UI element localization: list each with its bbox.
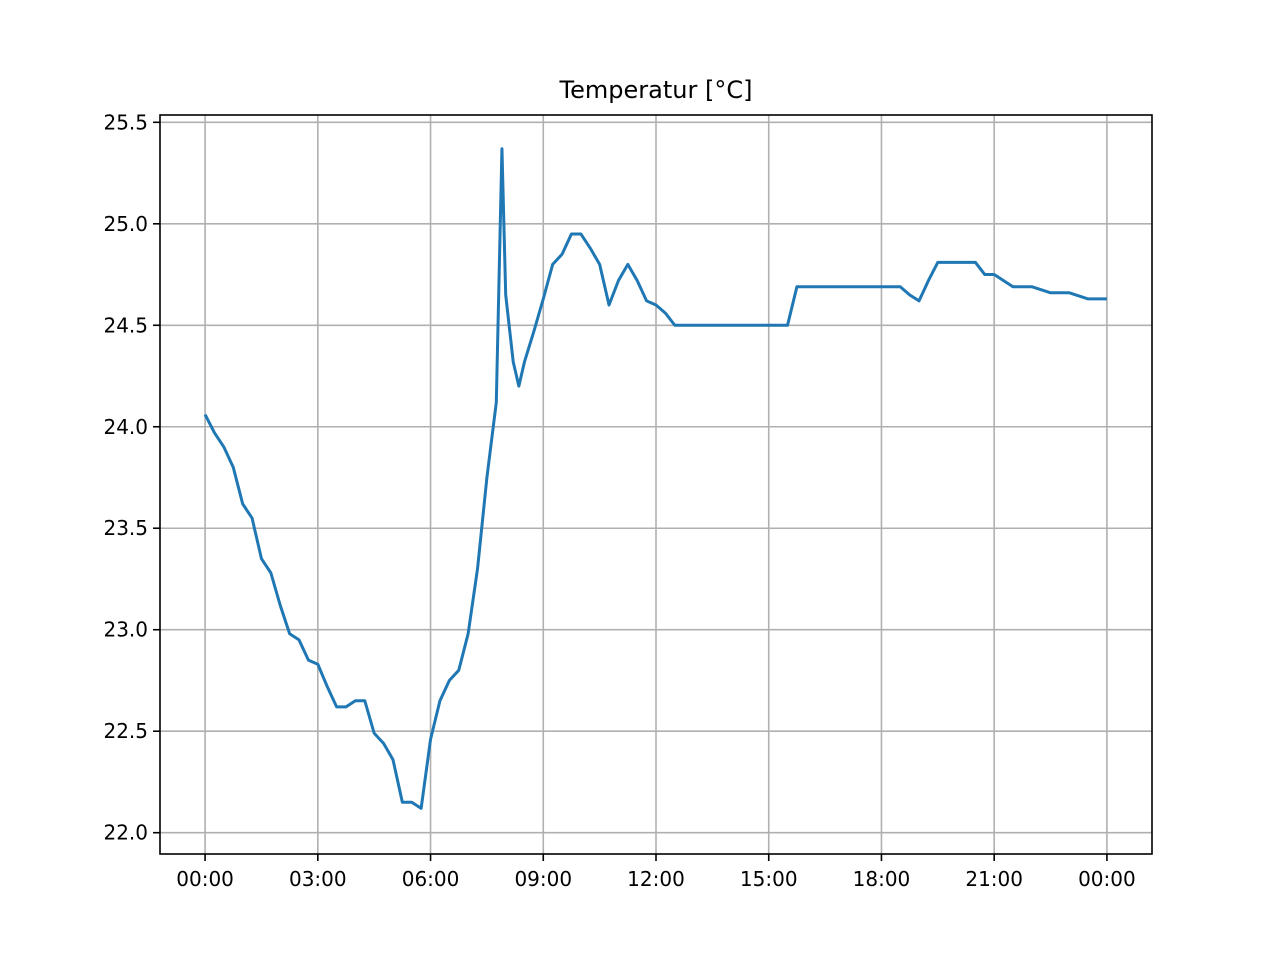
y-tick-label: 23.5 — [103, 516, 148, 540]
x-tick-label: 15:00 — [740, 867, 798, 891]
x-tick-label: 18:00 — [853, 867, 911, 891]
x-tick-label: 03:00 — [289, 867, 347, 891]
y-tick-label: 25.0 — [103, 212, 148, 236]
y-tick-label: 22.5 — [103, 719, 148, 743]
y-tick-label: 24.5 — [103, 313, 148, 337]
y-tick-label: 24.0 — [103, 415, 148, 439]
x-tick-label: 00:00 — [176, 867, 234, 891]
x-tick-label: 09:00 — [514, 867, 572, 891]
x-tick-label: 21:00 — [965, 867, 1023, 891]
plot-frame — [159, 114, 1153, 855]
x-tick-label: 12:00 — [627, 867, 685, 891]
data-line — [203, 147, 1107, 810]
x-tick-label: 00:00 — [1078, 867, 1136, 891]
y-tick-label: 23.0 — [103, 618, 148, 642]
y-tick-label: 22.0 — [103, 821, 148, 845]
chart-title: Temperatur [°C] — [559, 76, 753, 104]
y-tick-label: 25.5 — [103, 110, 148, 134]
x-tick-label: 06:00 — [402, 867, 460, 891]
